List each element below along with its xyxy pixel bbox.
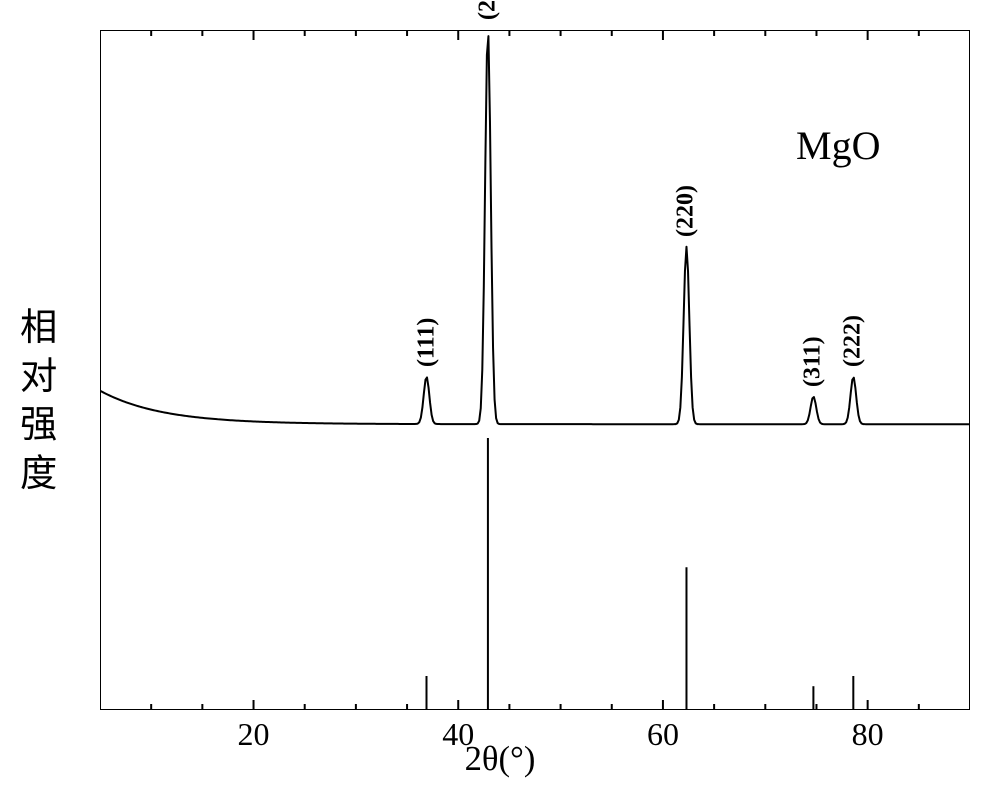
peak-label: (200) <box>488 20 540 47</box>
peak-label: (220) <box>686 237 738 264</box>
x-tick-label: 80 <box>852 716 884 753</box>
plot-area: MgO 20406080(111)(200)(220)(311)(222) <box>100 30 970 710</box>
y-axis-label-char: 强 <box>20 402 57 451</box>
x-tick-label: 60 <box>647 716 679 753</box>
compound-label: MgO <box>796 122 880 169</box>
y-axis-label-char: 度 <box>20 451 57 500</box>
x-axis-label: 2θ(°) <box>465 740 536 779</box>
x-tick-label: 20 <box>238 716 270 753</box>
peak-label: (222) <box>853 367 905 394</box>
y-axis-label-char: 对 <box>20 353 57 402</box>
y-axis-label-char: 相 <box>20 305 57 354</box>
y-axis-label: 相对强度 <box>20 305 57 499</box>
xrd-figure: 相对强度 MgO 20406080(111)(200)(220)(311)(22… <box>0 0 1000 804</box>
peak-label: (111) <box>427 367 476 394</box>
